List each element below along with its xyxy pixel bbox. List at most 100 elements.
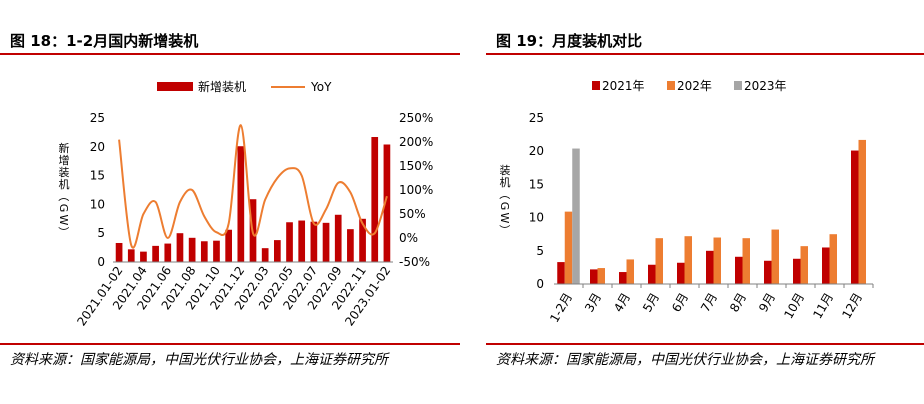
- bar: [359, 218, 366, 262]
- bar: [127, 249, 135, 262]
- bar: [858, 139, 866, 284]
- bar: [334, 214, 342, 262]
- y2-tick-label: 0%: [399, 231, 418, 245]
- title-rule: [0, 53, 460, 55]
- bar: [557, 262, 565, 284]
- y-axis-title: G: [57, 204, 70, 213]
- bar: [347, 229, 354, 262]
- bar: [648, 264, 656, 284]
- y-tick-label: 25: [90, 111, 105, 125]
- figure-title: 图 18：1-2月国内新增装机: [10, 32, 199, 50]
- bar: [225, 229, 232, 262]
- y-axis-title: （: [498, 189, 511, 200]
- bar: [742, 238, 750, 284]
- y-axis-title: 装: [500, 164, 511, 177]
- y-tick-label: 15: [90, 169, 105, 183]
- x-tick-label: 8月: [727, 291, 749, 315]
- y-axis-title: W: [57, 215, 70, 226]
- legend-swatch: [592, 81, 600, 90]
- x-tick-label: 7月: [698, 291, 720, 315]
- bar: [322, 222, 330, 262]
- title-rule: [486, 53, 924, 55]
- legend-swatch-bar: [157, 82, 193, 91]
- bar: [237, 146, 245, 262]
- y2-tick-label: -50%: [399, 255, 430, 269]
- y-tick-label: 20: [90, 140, 105, 154]
- bar: [200, 241, 208, 262]
- y-tick-label: 0: [536, 277, 544, 291]
- bar: [684, 236, 692, 284]
- y-tick-label: 10: [529, 211, 544, 225]
- y2-tick-label: 250%: [399, 111, 433, 125]
- bar: [597, 268, 605, 284]
- figure-title: 图 19：月度装机对比: [496, 32, 643, 50]
- source-note: 资料来源：国家能源局，中国光伏行业协会，上海证券研究所: [496, 352, 874, 368]
- bar-line-chart: 新增装机 YoY 0 5 10 15 20 25 -50% 0% 50% 100% 150% 200% 25…: [57, 79, 433, 328]
- bar: [713, 237, 721, 284]
- y-axis-title: 机: [500, 175, 511, 189]
- bar: [261, 248, 269, 262]
- bar: [800, 246, 808, 284]
- bar: [822, 247, 830, 284]
- x-tick-label: 11月: [810, 291, 836, 322]
- x-tick-label: 9月: [756, 291, 778, 315]
- x-tick-label: 4月: [611, 291, 633, 315]
- legend-swatch: [734, 81, 742, 90]
- bar: [677, 262, 685, 284]
- y-axis-title: 新: [59, 141, 70, 155]
- legend-label-bar: 新增装机: [198, 79, 246, 94]
- bar: [735, 256, 743, 284]
- bar: [164, 243, 172, 262]
- yoy-line: [118, 124, 388, 249]
- legend-label: 202年: [677, 79, 712, 93]
- bar: [619, 272, 627, 284]
- bar: [298, 220, 306, 262]
- y-tick-label: 20: [529, 144, 544, 158]
- y-axis-title: （: [57, 191, 70, 202]
- y2-tick-label: 200%: [399, 135, 433, 149]
- y2-tick-label: 100%: [399, 183, 433, 197]
- y-tick-label: 25: [529, 111, 544, 125]
- bar: [115, 242, 123, 262]
- bar: [286, 222, 293, 262]
- panel-monthly-comparison: 图 19：月度装机对比 2021年 202年 2023年 0 5 10 15 20 25 装机（ G…: [486, 0, 924, 404]
- source-rule: [486, 343, 924, 345]
- bar: [590, 269, 598, 284]
- y-tick-label: 10: [90, 197, 105, 211]
- x-tick-label: 10月: [781, 291, 807, 322]
- x-tick-label: 5月: [640, 291, 662, 315]
- bar: [572, 148, 580, 284]
- source-rule: [0, 343, 460, 345]
- bar: [851, 150, 859, 284]
- grouped-bar-chart: 2021年 202年 2023年 0 5 10 15 20 25 装机（ GW） 1-2月 3月 4月 5月…: [498, 79, 874, 325]
- bar: [310, 221, 318, 262]
- bar: [152, 245, 159, 262]
- bar: [706, 250, 714, 284]
- bar: [626, 259, 634, 284]
- bar: [793, 258, 801, 284]
- y-axis-title: W: [498, 213, 511, 224]
- y-axis-title: ）: [498, 225, 511, 236]
- legend-label: 2023年: [744, 79, 787, 93]
- bar: [140, 251, 147, 262]
- bar: [371, 137, 379, 262]
- x-tick-label: 12月: [839, 291, 865, 322]
- y-axis-title: 增: [59, 153, 70, 167]
- bar: [764, 260, 772, 284]
- y-tick-label: 15: [529, 177, 544, 191]
- bar: [213, 240, 220, 262]
- bar: [176, 233, 184, 262]
- bar: [188, 237, 196, 262]
- x-tick-label: 6月: [669, 291, 691, 315]
- legend-label-line: YoY: [310, 80, 332, 94]
- y2-tick-label: 150%: [399, 159, 433, 173]
- y-axis-title: ）: [57, 227, 70, 238]
- bar: [383, 144, 391, 262]
- bar: [564, 211, 573, 284]
- bar: [829, 234, 837, 284]
- y2-tick-label: 50%: [399, 207, 426, 221]
- y-tick-label: 0: [97, 255, 105, 269]
- legend-swatch: [667, 81, 675, 90]
- y-tick-label: 5: [536, 244, 544, 258]
- source-note: 资料来源：国家能源局，中国光伏行业协会，上海证券研究所: [10, 352, 388, 368]
